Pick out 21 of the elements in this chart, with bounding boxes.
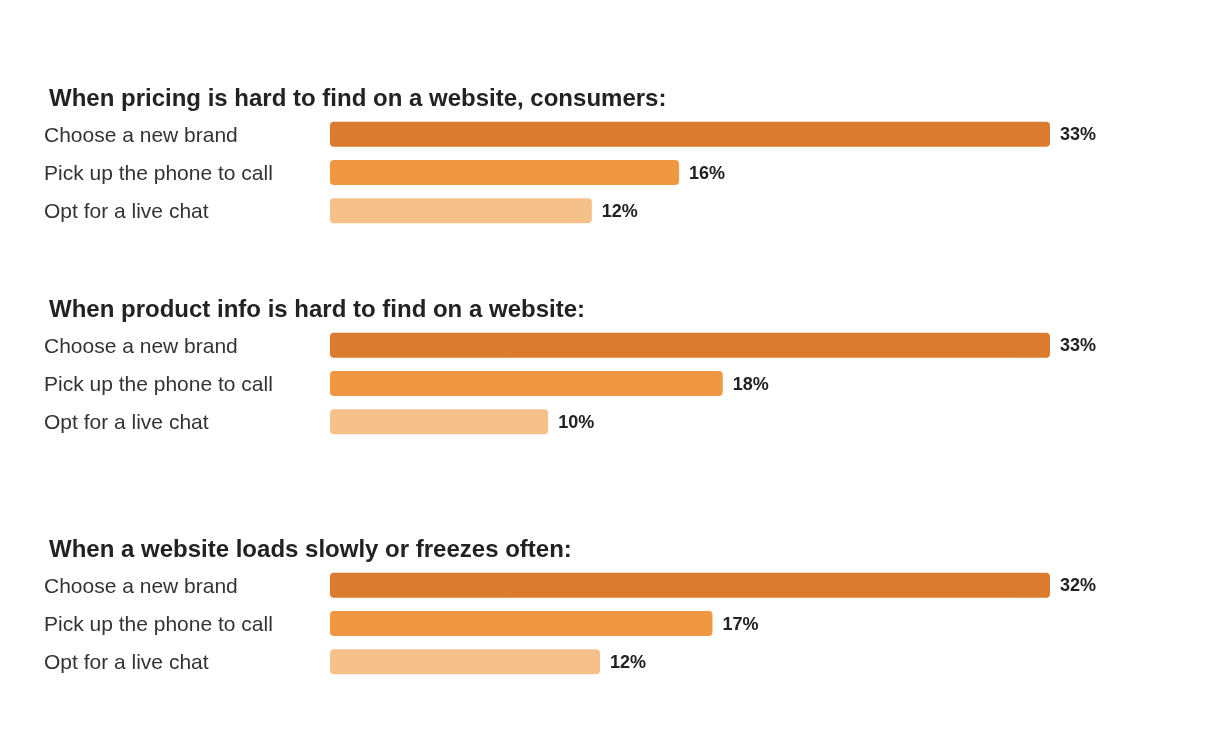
data-label: 10%	[558, 411, 595, 432]
y-tick-label: Choose a new brand	[44, 122, 238, 146]
data-label: 33%	[1060, 335, 1097, 356]
y-tick-label: Choose a new brand	[44, 333, 238, 357]
y-tick-label: Opt for a live chat	[44, 650, 209, 674]
data-label: 12%	[610, 651, 647, 672]
data-label: 33%	[1060, 124, 1097, 145]
data-label: 32%	[1060, 575, 1097, 596]
data-label: 12%	[601, 200, 638, 221]
y-tick-label: Pick up the phone to call	[44, 372, 273, 395]
data-label: 16%	[689, 162, 726, 183]
data-label: 17%	[722, 613, 759, 634]
y-tick-label: Pick up the phone to call	[44, 612, 273, 635]
data-label: 18%	[732, 373, 769, 394]
chart-title: When product info is hard to find on a website:	[49, 294, 585, 322]
chart-title: When pricing is hard to find on a website, consumers:	[49, 83, 667, 111]
y-tick-label: Choose a new brand	[44, 573, 238, 597]
chart-title: When a website loads slowly or freezes often:	[49, 534, 572, 562]
y-tick-label: Opt for a live chat	[44, 410, 209, 434]
y-tick-label: Pick up the phone to call	[44, 161, 273, 184]
y-tick-label: Opt for a live chat	[44, 199, 209, 223]
